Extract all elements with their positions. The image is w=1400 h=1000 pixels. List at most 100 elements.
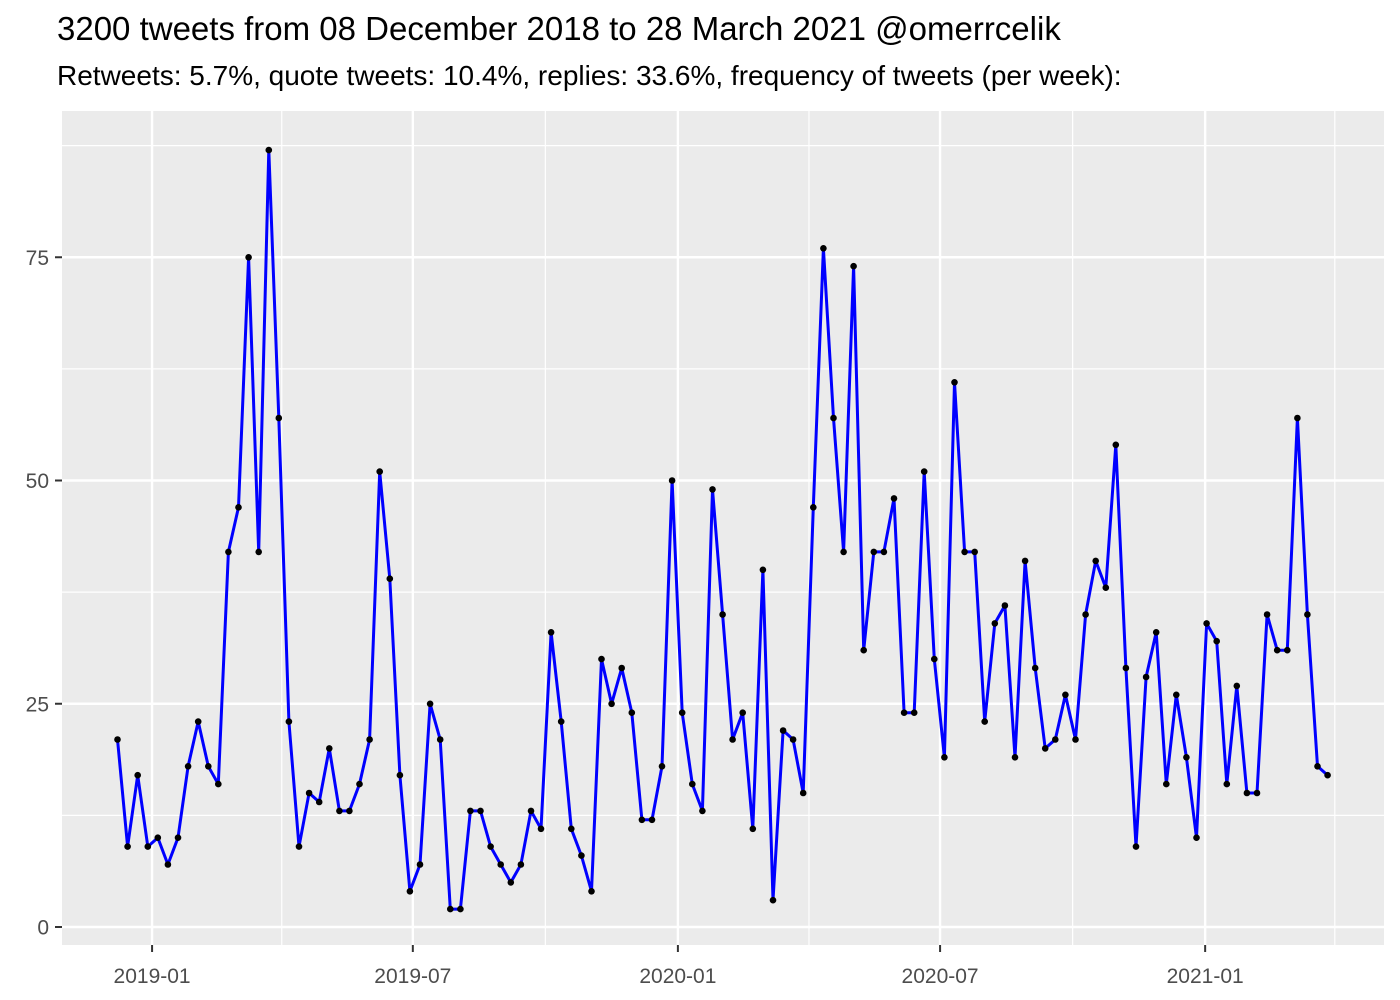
- chart-subtitle: Retweets: 5.7%, quote tweets: 10.4%, rep…: [57, 60, 1122, 91]
- data-point: [386, 575, 394, 582]
- data-point: [507, 879, 515, 886]
- data-point: [225, 548, 232, 556]
- data-point: [981, 718, 988, 725]
- data-point: [799, 789, 807, 797]
- data-point: [447, 905, 454, 913]
- data-point: [729, 736, 736, 743]
- data-point: [850, 262, 857, 270]
- data-point: [1102, 584, 1110, 591]
- data-point: [235, 504, 242, 511]
- data-point: [154, 834, 162, 841]
- data-point: [1284, 646, 1291, 654]
- data-point: [860, 646, 867, 654]
- data-point: [1062, 691, 1069, 699]
- data-point: [759, 566, 767, 574]
- x-tick-label: 2020-07: [902, 965, 979, 988]
- data-point: [941, 754, 948, 761]
- data-point: [820, 245, 827, 252]
- data-point: [134, 771, 141, 779]
- x-tick-label: 2019-01: [114, 965, 191, 988]
- y-tick-label: 0: [37, 917, 49, 940]
- data-point: [1072, 736, 1079, 743]
- data-point: [699, 807, 706, 815]
- x-tick-label: 2021-01: [1167, 965, 1244, 988]
- data-point: [356, 780, 363, 788]
- data-point: [537, 825, 545, 833]
- data-point: [1294, 414, 1301, 422]
- data-point: [265, 146, 273, 154]
- data-point: [114, 736, 121, 743]
- data-point: [305, 789, 313, 797]
- data-point: [1243, 789, 1251, 797]
- data-point: [689, 780, 696, 788]
- data-point: [275, 414, 283, 422]
- data-point: [830, 414, 837, 422]
- x-tick-label: 2019-07: [374, 965, 451, 988]
- data-point: [1052, 736, 1059, 743]
- data-point: [1183, 754, 1190, 761]
- data-point: [1152, 629, 1160, 636]
- data-point: [779, 727, 787, 734]
- data-point: [991, 620, 999, 627]
- data-point: [557, 718, 565, 725]
- data-point: [1173, 691, 1180, 699]
- data-point: [1193, 834, 1200, 841]
- data-point: [608, 700, 615, 708]
- x-tick-label: 2020-01: [639, 965, 716, 988]
- data-point: [840, 548, 847, 556]
- data-point: [124, 843, 131, 850]
- data-point: [598, 655, 605, 663]
- data-point: [749, 825, 757, 833]
- data-point: [769, 896, 777, 904]
- data-point: [628, 709, 636, 716]
- chart-title: 3200 tweets from 08 December 2018 to 28 …: [57, 10, 1061, 47]
- data-point: [215, 780, 222, 788]
- data-point: [910, 709, 918, 716]
- data-point: [880, 548, 888, 556]
- data-point: [547, 629, 555, 636]
- data-point: [1122, 664, 1130, 672]
- data-point: [618, 664, 625, 672]
- data-point: [346, 807, 353, 815]
- data-point: [810, 504, 817, 511]
- data-point: [568, 825, 575, 833]
- data-point: [931, 655, 938, 663]
- data-point: [971, 548, 978, 556]
- data-point: [668, 477, 676, 484]
- data-point: [295, 843, 303, 850]
- data-point: [527, 807, 535, 815]
- data-point: [789, 736, 797, 743]
- data-point: [739, 709, 746, 716]
- data-point: [658, 763, 666, 770]
- data-point: [1314, 763, 1321, 770]
- data-point: [416, 861, 424, 868]
- data-point: [467, 807, 474, 815]
- data-point: [961, 548, 968, 556]
- data-point: [1132, 843, 1140, 850]
- data-point: [315, 798, 323, 806]
- data-point: [1163, 780, 1170, 788]
- data-point: [920, 468, 928, 475]
- data-point: [457, 905, 464, 913]
- data-point: [1092, 557, 1099, 565]
- y-tick-label: 50: [26, 470, 49, 493]
- data-point: [1041, 745, 1049, 752]
- data-point: [1082, 611, 1089, 618]
- data-point: [205, 763, 212, 770]
- data-point: [1142, 673, 1150, 681]
- data-point: [678, 709, 686, 716]
- data-point: [517, 861, 525, 868]
- data-point: [1253, 789, 1261, 797]
- data-point: [144, 843, 152, 850]
- data-point: [1031, 664, 1039, 672]
- data-point: [870, 548, 878, 556]
- data-point: [497, 861, 505, 868]
- data-point: [194, 718, 202, 725]
- data-point: [1273, 646, 1281, 654]
- data-point: [477, 807, 484, 815]
- data-point: [1304, 611, 1311, 618]
- data-point: [1203, 620, 1210, 627]
- data-point: [1001, 602, 1009, 609]
